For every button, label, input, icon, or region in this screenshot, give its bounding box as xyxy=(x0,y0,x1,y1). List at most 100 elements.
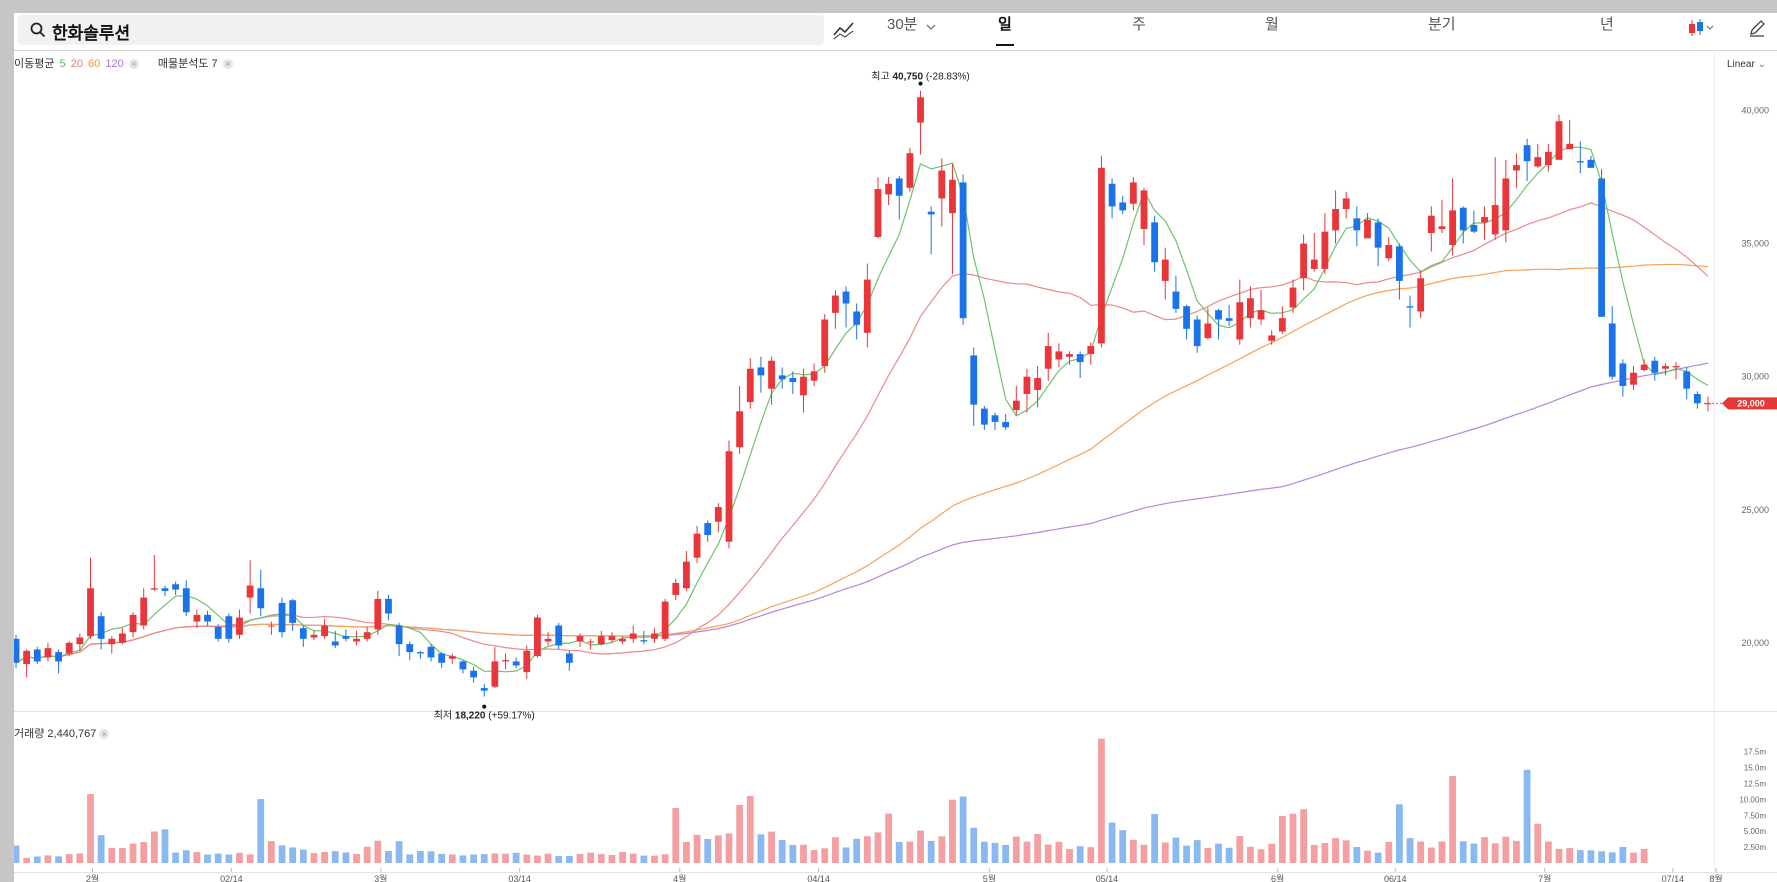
volume-tick-label: 7.50m xyxy=(1744,811,1767,820)
volume-bar xyxy=(1108,822,1116,863)
stock-search-box[interactable]: 한화솔루션 xyxy=(18,15,824,45)
candle-body xyxy=(204,614,211,622)
candle-body xyxy=(1204,323,1212,339)
candle-body xyxy=(1076,354,1084,363)
x-tick-label: 03/14 xyxy=(508,874,531,882)
candle-body xyxy=(1502,178,1510,231)
candle-body xyxy=(1608,323,1616,377)
volume-bar xyxy=(55,856,62,863)
candle-body xyxy=(1651,360,1659,373)
volume-bar xyxy=(991,842,999,863)
current-price-badge xyxy=(1722,397,1777,410)
candle-body xyxy=(629,633,637,639)
x-tick-label: 3월 xyxy=(374,873,387,882)
low-price-label: 최저 18,220 (+59.17%) xyxy=(434,710,535,722)
volume-bar xyxy=(853,838,861,863)
candle-body xyxy=(555,625,563,646)
candle-body xyxy=(1534,157,1542,167)
candle-body xyxy=(1161,259,1169,281)
x-tick-label: 6월 xyxy=(1271,873,1284,882)
volume-bar xyxy=(1098,738,1105,863)
candle-body xyxy=(44,648,52,658)
candle-body xyxy=(385,598,392,614)
tab-day[interactable]: 일 xyxy=(996,16,1014,46)
candle-body xyxy=(1119,202,1127,211)
candle-body xyxy=(310,634,318,638)
volume-bar xyxy=(842,847,850,863)
candle-body xyxy=(374,598,382,630)
candle-body xyxy=(597,636,605,645)
volume-indicator-label: 거래량 2,440,767 × xyxy=(14,725,110,741)
high-price-label: 최고 40,750 (-28.83%) xyxy=(871,71,969,83)
tab-month[interactable]: 월 xyxy=(1265,16,1279,33)
volume-bar xyxy=(1066,849,1073,863)
search-icon[interactable] xyxy=(30,22,46,38)
chevron-down-icon[interactable] xyxy=(926,23,936,31)
candle-body xyxy=(1257,310,1265,320)
y-tick-label: 20,000 xyxy=(1741,638,1769,648)
candle-body xyxy=(150,588,158,590)
volume-bar xyxy=(150,831,158,863)
x-tick-label: 5월 xyxy=(983,873,996,882)
tab-quarter[interactable]: 분기 xyxy=(1428,16,1456,33)
candle-body xyxy=(1023,376,1031,394)
indicator-line-icon[interactable] xyxy=(832,19,856,41)
candle-body xyxy=(1012,400,1020,410)
candle-body xyxy=(1151,222,1159,263)
candle-body xyxy=(831,295,839,313)
volume-bar xyxy=(1055,841,1063,863)
close-icon[interactable]: × xyxy=(222,59,233,70)
ma-20-line xyxy=(15,202,1709,664)
scale-mode-select[interactable]: Linear ⌄ xyxy=(1727,59,1766,70)
candle-body xyxy=(278,602,286,633)
candle-body xyxy=(810,371,818,381)
tab-30min[interactable]: 30분 xyxy=(887,16,918,33)
candle-body xyxy=(1108,183,1116,207)
candle-body xyxy=(1300,243,1308,279)
candle-type-icon[interactable] xyxy=(1687,17,1717,39)
volume-tick-label: 5.00m xyxy=(1744,827,1767,836)
candle-body xyxy=(1406,306,1414,308)
candle-body xyxy=(267,625,275,627)
close-icon[interactable]: × xyxy=(99,729,110,740)
volume-bar xyxy=(1630,852,1637,863)
volume-bar xyxy=(1129,839,1137,863)
volume-bar xyxy=(778,840,786,863)
candle-body xyxy=(1619,363,1627,387)
volume-bar xyxy=(448,854,456,863)
candle-body xyxy=(1055,351,1063,360)
volume-bar xyxy=(661,854,669,863)
tab-year[interactable]: 년 xyxy=(1600,16,1614,33)
volume-profile-label[interactable]: 매물분석도 7 xyxy=(157,58,218,70)
candle-body xyxy=(14,638,20,663)
volume-bar xyxy=(278,845,286,863)
volume-bar xyxy=(949,799,956,863)
volume-bar xyxy=(470,854,477,863)
tab-week[interactable]: 주 xyxy=(1132,16,1146,33)
price-chart[interactable]: 40,000 35,000 30,000 25,000 20,000 2월 02/14 3월 0… xyxy=(14,13,1777,882)
volume-bar xyxy=(140,842,148,863)
candle-body xyxy=(438,653,446,663)
volume-bar xyxy=(746,795,754,863)
volume-bar xyxy=(693,834,701,863)
candle-body xyxy=(746,368,754,402)
candle-body xyxy=(182,588,190,613)
volume-bar xyxy=(1151,814,1159,863)
candle-body xyxy=(23,650,31,665)
y-tick-label: 40,000 xyxy=(1741,106,1769,116)
pencil-icon[interactable] xyxy=(1747,18,1767,38)
candle-body xyxy=(1513,165,1520,171)
stock-name[interactable]: 한화솔루션 xyxy=(52,24,131,43)
volume-bar xyxy=(768,831,775,863)
candle-body xyxy=(353,638,360,642)
volume-bar xyxy=(1513,840,1520,863)
candle-body xyxy=(172,584,180,590)
volume-bar xyxy=(1481,837,1488,863)
candle-body xyxy=(1289,287,1297,308)
ma-label[interactable]: 이동평균 xyxy=(14,58,55,70)
close-icon[interactable]: × xyxy=(128,59,139,70)
candle-body xyxy=(395,625,403,645)
volume-bar xyxy=(1364,850,1371,863)
candle-body xyxy=(970,355,978,405)
volume-bar xyxy=(1268,843,1276,863)
